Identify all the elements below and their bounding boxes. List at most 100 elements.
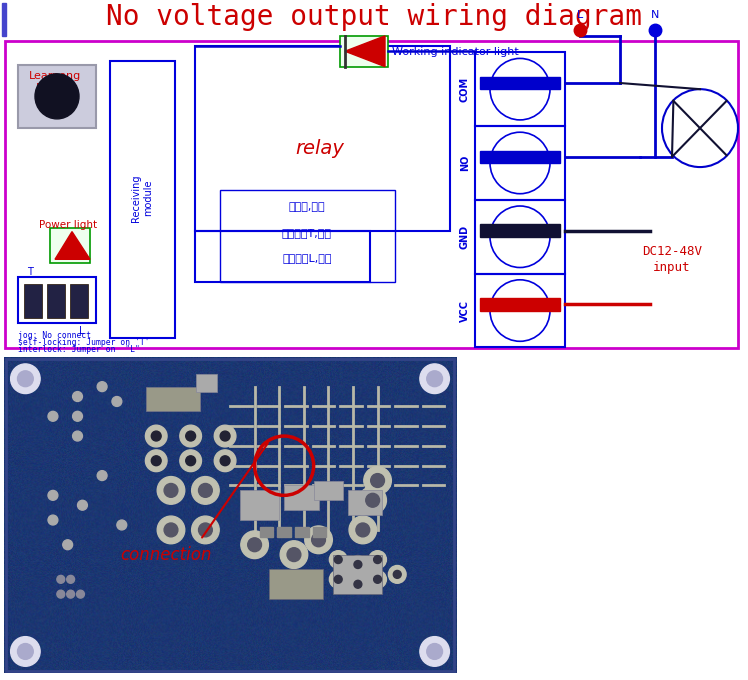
Text: COM: COM (460, 77, 470, 102)
Circle shape (73, 392, 82, 401)
Text: N: N (651, 10, 659, 20)
Bar (475, 52, 565, 126)
Circle shape (10, 636, 40, 666)
Bar (220, 190, 395, 282)
Circle shape (354, 560, 362, 568)
Circle shape (349, 575, 367, 593)
Bar (475, 200, 565, 273)
Text: Working indicator light: Working indicator light (392, 48, 519, 57)
Circle shape (73, 431, 82, 441)
Circle shape (369, 551, 387, 568)
Circle shape (393, 571, 401, 578)
Circle shape (145, 450, 167, 472)
Circle shape (388, 566, 406, 583)
Circle shape (366, 494, 379, 507)
Circle shape (371, 473, 384, 488)
Circle shape (198, 523, 212, 537)
Circle shape (214, 425, 236, 447)
Text: Learnong
Button: Learnong Button (29, 71, 81, 92)
Polygon shape (55, 232, 90, 259)
Text: VCC: VCC (460, 300, 470, 322)
Circle shape (78, 500, 88, 510)
Circle shape (17, 371, 33, 387)
Text: 跳帽短接T,自锁: 跳帽短接T,自锁 (282, 228, 332, 237)
Bar (147, 387, 200, 411)
Circle shape (97, 381, 107, 392)
Text: L: L (577, 10, 583, 20)
Bar (269, 569, 323, 599)
Circle shape (63, 540, 73, 549)
Bar (24, 284, 42, 318)
Bar (313, 481, 343, 500)
Circle shape (374, 575, 381, 583)
Circle shape (57, 575, 65, 583)
Text: No voltage output wiring diagram: No voltage output wiring diagram (106, 3, 642, 31)
Circle shape (198, 483, 212, 497)
Bar (195, 374, 217, 392)
Bar (5, 41, 738, 348)
Circle shape (180, 425, 201, 447)
Polygon shape (345, 36, 385, 67)
Bar (475, 126, 565, 200)
Circle shape (334, 556, 342, 564)
Text: L: L (79, 326, 85, 336)
Text: Power light: Power light (39, 220, 97, 231)
Bar (480, 151, 560, 163)
Bar (313, 527, 326, 537)
Circle shape (420, 364, 450, 394)
Bar (284, 486, 319, 510)
Circle shape (304, 526, 332, 554)
Bar (195, 46, 450, 231)
Circle shape (48, 515, 58, 525)
Text: 不短接,点动: 不短接,点动 (289, 202, 325, 212)
Text: self-locking: Jumper on 'T': self-locking: Jumper on 'T' (18, 338, 150, 347)
Circle shape (312, 533, 325, 547)
Bar (240, 490, 279, 520)
Circle shape (17, 643, 33, 660)
Text: 跳帽短接L,互锁: 跳帽短接L,互锁 (282, 253, 332, 263)
Circle shape (369, 571, 387, 588)
Circle shape (427, 371, 443, 387)
Bar (480, 77, 560, 89)
Bar (278, 527, 291, 537)
Bar (47, 284, 65, 318)
Circle shape (349, 516, 376, 544)
Circle shape (191, 516, 219, 544)
Text: interlock: Jumper on  "L": interlock: Jumper on "L" (18, 345, 140, 354)
Bar (340, 36, 388, 67)
Circle shape (164, 483, 178, 497)
Circle shape (248, 538, 262, 551)
Bar (18, 277, 96, 323)
Text: T: T (27, 267, 33, 277)
Circle shape (117, 520, 126, 530)
Text: jog: No connect: jog: No connect (18, 330, 91, 339)
Circle shape (67, 575, 75, 583)
Text: NO: NO (460, 155, 470, 171)
Circle shape (157, 516, 185, 544)
Circle shape (287, 547, 301, 562)
Circle shape (356, 523, 370, 537)
Circle shape (220, 431, 230, 441)
Circle shape (10, 364, 40, 394)
Circle shape (48, 411, 58, 421)
Circle shape (76, 590, 85, 598)
Bar (480, 299, 560, 311)
Circle shape (214, 450, 236, 472)
Circle shape (334, 575, 342, 583)
Bar (334, 555, 382, 594)
Circle shape (329, 551, 347, 568)
Bar (480, 224, 560, 237)
Circle shape (35, 74, 79, 119)
Text: Receiving
module: Receiving module (131, 174, 153, 222)
Circle shape (191, 477, 219, 505)
Circle shape (329, 571, 347, 588)
Circle shape (359, 486, 387, 514)
Text: GND: GND (460, 224, 470, 249)
Circle shape (186, 431, 195, 441)
Circle shape (354, 580, 362, 588)
Circle shape (151, 431, 161, 441)
Circle shape (48, 490, 58, 500)
Circle shape (67, 590, 75, 598)
Circle shape (420, 636, 450, 666)
Circle shape (280, 541, 307, 568)
